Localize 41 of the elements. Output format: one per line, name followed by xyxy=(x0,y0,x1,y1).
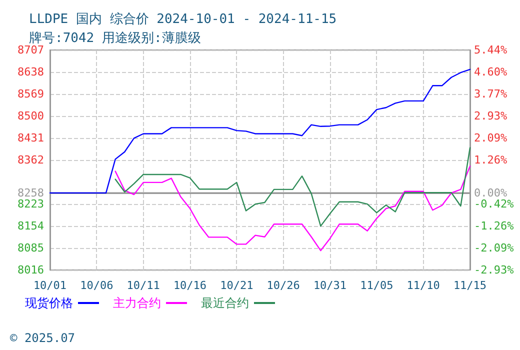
y-tick-label: 8085 xyxy=(18,242,44,255)
y-tick-label: 8707 xyxy=(18,44,44,56)
y-tick-label: 8016 xyxy=(18,264,44,276)
y2-tick-label: 2.93% xyxy=(474,109,508,122)
y2-tick-label: -2.93% xyxy=(474,264,514,276)
x-tick-label: 10/21 xyxy=(220,279,254,292)
y-tick-label: 8362 xyxy=(18,153,44,166)
legend-label: 现货价格 xyxy=(25,296,73,310)
text: © 2025.07 xyxy=(10,331,76,345)
y-tick-label: 8500 xyxy=(18,109,44,122)
x-tick-label: 10/26 xyxy=(266,279,300,292)
chart-subtitle: 牌号:7042 用途级别:薄膜级 xyxy=(29,31,201,46)
y2-tick-label: 4.60% xyxy=(474,66,508,79)
y-tick-label: 8569 xyxy=(18,87,44,100)
y-tick-label: 8223 xyxy=(18,198,44,211)
y-tick-label: 8154 xyxy=(18,220,44,233)
legend-label: 最近合约 xyxy=(201,296,249,310)
y-tick-label: 8431 xyxy=(18,131,44,144)
x-tick-label: 10/16 xyxy=(173,279,207,292)
x-tick-label: 11/15 xyxy=(453,279,487,292)
line-series xyxy=(114,166,471,252)
x-tick-label: 10/06 xyxy=(80,279,114,292)
y2-tick-label: -0.42% xyxy=(474,198,514,211)
chart-title: LLDPE 国内 综合价 2024-10-01 - 2024-11-15 xyxy=(29,12,337,27)
x-tick-label: 10/01 xyxy=(33,279,67,292)
y2-tick-label: 5.44% xyxy=(474,44,508,56)
x-tick-label: 10/31 xyxy=(313,279,347,292)
x-tick-label: 11/10 xyxy=(406,279,440,292)
y2-tick-label: -1.26% xyxy=(474,220,514,233)
x-tick-label: 10/11 xyxy=(126,279,160,292)
y2-tick-label: 1.26% xyxy=(474,153,508,166)
y2-tick-label: 2.09% xyxy=(474,132,508,145)
x-tick-label: 11/05 xyxy=(360,279,394,292)
y2-tick-label: 0.00% xyxy=(474,186,508,200)
y-tick-label: 8258 xyxy=(18,186,44,200)
line-series xyxy=(114,147,471,227)
y2-tick-label: 3.77% xyxy=(474,87,508,100)
y2-tick-label: -2.09% xyxy=(474,241,514,254)
y-tick-label: 8638 xyxy=(18,65,44,78)
line-series xyxy=(49,68,471,194)
legend-label: 主力合约 xyxy=(113,296,161,310)
